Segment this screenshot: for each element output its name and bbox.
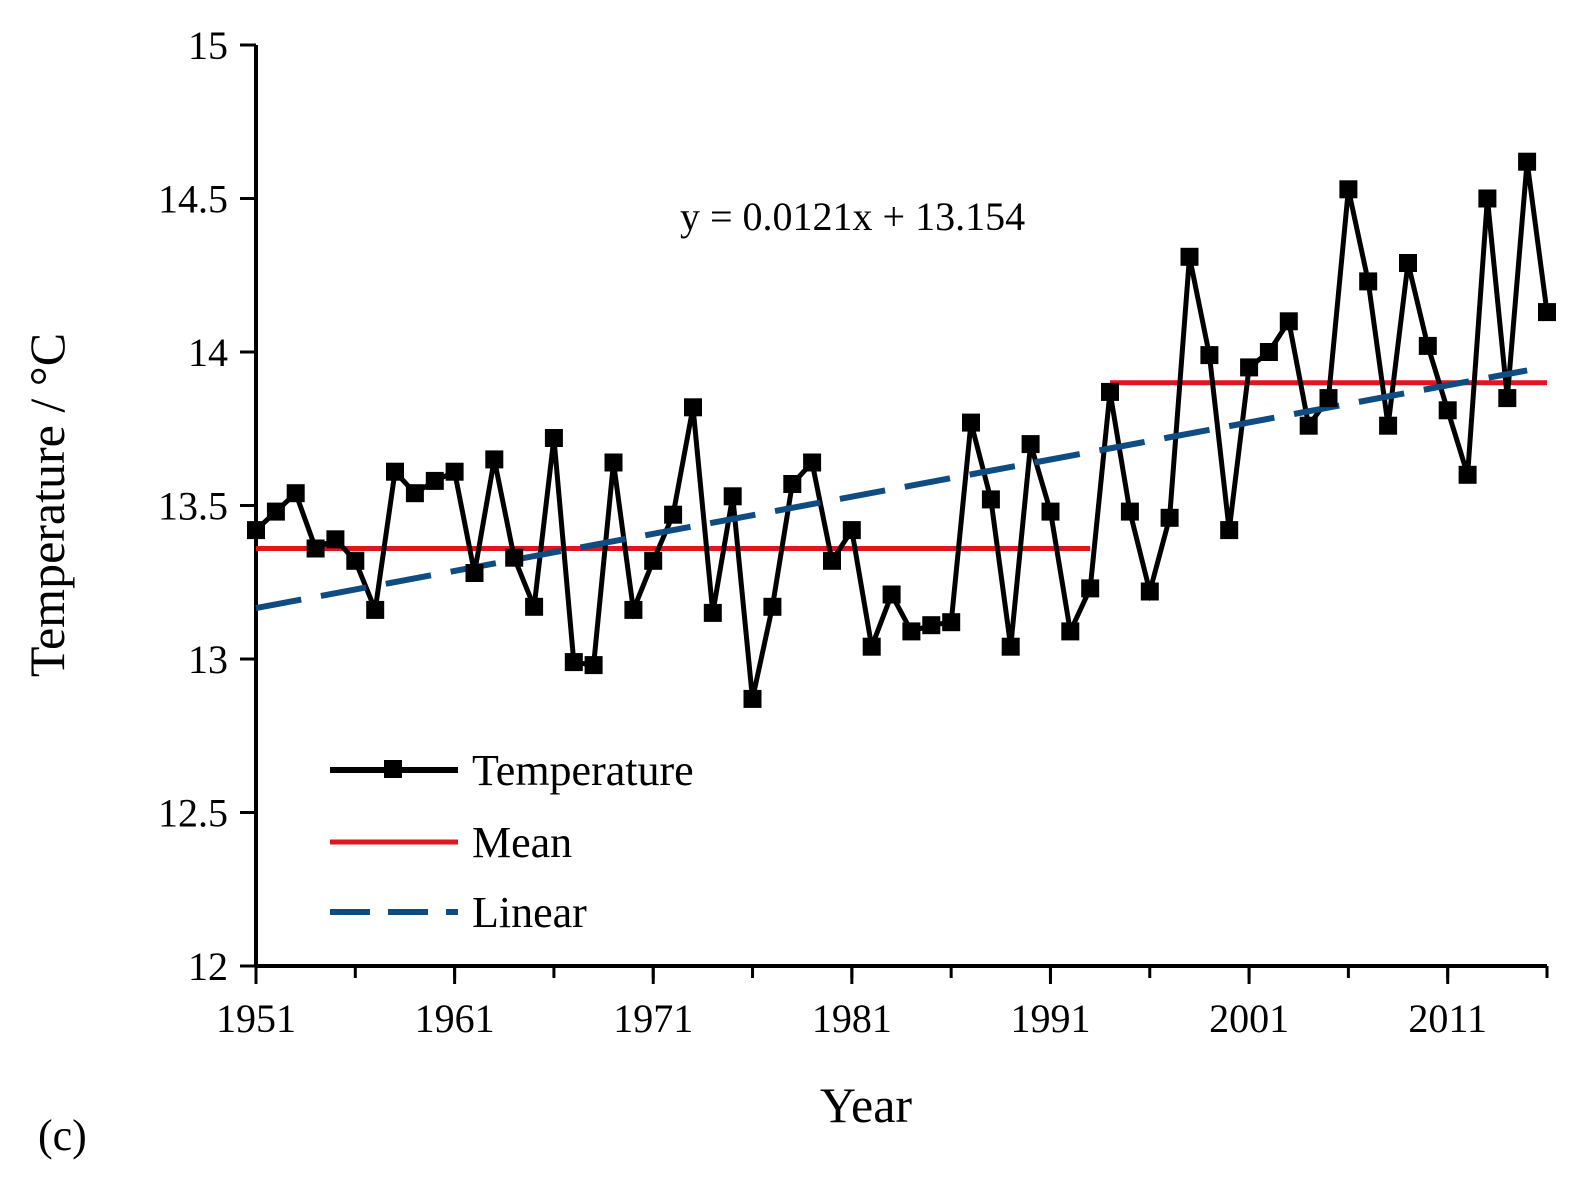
- temperature-point: [306, 539, 325, 558]
- temperature-point: [386, 462, 404, 481]
- temperature-point: [1299, 416, 1318, 435]
- temperature-point: [505, 548, 524, 567]
- temperature-point: [266, 502, 285, 521]
- temperature-point: [882, 585, 901, 604]
- y-tick-label: 15: [188, 23, 228, 68]
- temperature-point: [1041, 502, 1060, 521]
- temperature-point: [247, 521, 265, 540]
- temperature-point: [962, 413, 980, 432]
- series-layer: [254, 161, 1550, 700]
- y-axis-title: Temperature / °C: [19, 333, 75, 677]
- temperature-point: [981, 490, 1000, 509]
- y-tick-label: 13.5: [158, 484, 228, 529]
- temperature-point: [862, 637, 881, 656]
- temperature-point: [1359, 272, 1378, 291]
- temperature-point: [525, 597, 544, 616]
- x-tick-label: 1971: [613, 996, 693, 1041]
- x-tick-label: 1951: [216, 996, 296, 1041]
- temperature-point: [942, 613, 961, 632]
- x-tick-label: 1961: [415, 996, 495, 1041]
- temperature-point: [366, 600, 385, 619]
- temperature-point: [564, 653, 583, 672]
- temperature-point: [1061, 622, 1080, 641]
- x-tick-label: 2001: [1209, 996, 1289, 1041]
- temperature-point: [1240, 358, 1259, 377]
- legend-linear-label: Linear: [472, 888, 587, 937]
- temperature-point: [1418, 336, 1437, 355]
- axes-layer: 12 12.5 13 13.5 14 14.5 15 1951 1961 1971 1981 1991…: [158, 23, 1549, 1041]
- temperature-point: [1180, 247, 1199, 266]
- temperature-point: [803, 453, 822, 472]
- temperature-point: [783, 475, 802, 493]
- y-tick-label: 12: [188, 944, 228, 989]
- temperature-point: [326, 530, 345, 549]
- temperature-point: [624, 600, 643, 619]
- temperature-point: [1319, 389, 1338, 408]
- x-tick-label: 2011: [1408, 996, 1487, 1041]
- temperature-point: [1279, 312, 1298, 331]
- temperature-point: [1438, 401, 1457, 420]
- temperature-point: [1399, 254, 1417, 272]
- temperature-point: [743, 689, 762, 708]
- y-tick-label: 12.5: [158, 791, 228, 836]
- temperature-point: [1021, 435, 1040, 454]
- temperature-point: [1140, 582, 1159, 601]
- panel-label: (c): [38, 1111, 87, 1160]
- legend-temperature-label: Temperature: [472, 746, 694, 795]
- temperature-point: [485, 450, 504, 469]
- temperature-point: [1498, 389, 1517, 408]
- regression-equation: y = 0.0121x + 13.154: [680, 194, 1025, 239]
- temperature-point: [584, 656, 603, 675]
- temperature-point: [922, 616, 941, 635]
- y-tick-label: 14.5: [158, 177, 228, 222]
- y-tick-label: 13: [188, 637, 228, 682]
- temperature-point: [544, 429, 563, 447]
- temperature-point: [723, 487, 742, 506]
- temperature-line: [254, 161, 1550, 700]
- y-tick-label: 14: [188, 330, 228, 375]
- temperature-point: [1379, 416, 1398, 435]
- x-tick-label: 1991: [1010, 996, 1090, 1041]
- x-axis-title: Year: [820, 1077, 912, 1133]
- temperature-point: [346, 551, 365, 570]
- temperature-point: [1458, 465, 1477, 484]
- temperature-point: [1538, 303, 1556, 322]
- temperature-point: [1478, 189, 1497, 208]
- temperature-point: [664, 505, 683, 524]
- legend-temperature-marker: [384, 760, 402, 778]
- temperature-point: [684, 398, 702, 417]
- temperature-point: [1081, 579, 1100, 598]
- temperature-point: [1259, 343, 1278, 361]
- temperature-point: [1001, 637, 1020, 656]
- temperature-point: [842, 521, 861, 540]
- x-tick-label: 1981: [812, 996, 892, 1041]
- temperature-point: [1101, 382, 1119, 401]
- legend: Temperature Mean Linear: [330, 746, 694, 937]
- temperature-point: [1160, 508, 1179, 527]
- temperature-point: [286, 484, 305, 503]
- temperature-point: [425, 471, 444, 490]
- temperature-point: [1220, 521, 1239, 540]
- temperature-point: [823, 551, 841, 570]
- temperature-point: [1200, 346, 1219, 365]
- temperature-point: [405, 484, 424, 503]
- temperature-point: [703, 603, 722, 622]
- temperature-point: [1339, 180, 1358, 199]
- temperature-point: [1518, 152, 1537, 171]
- temperature-point: [1120, 502, 1139, 521]
- temperature-point: [644, 551, 663, 570]
- legend-mean-label: Mean: [472, 818, 572, 867]
- temperature-point: [902, 622, 921, 641]
- markers-layer: [247, 152, 1556, 708]
- temperature-point: [763, 597, 782, 616]
- temperature-point: [465, 564, 484, 582]
- temperature-point: [604, 453, 623, 472]
- temperature-point: [445, 462, 464, 481]
